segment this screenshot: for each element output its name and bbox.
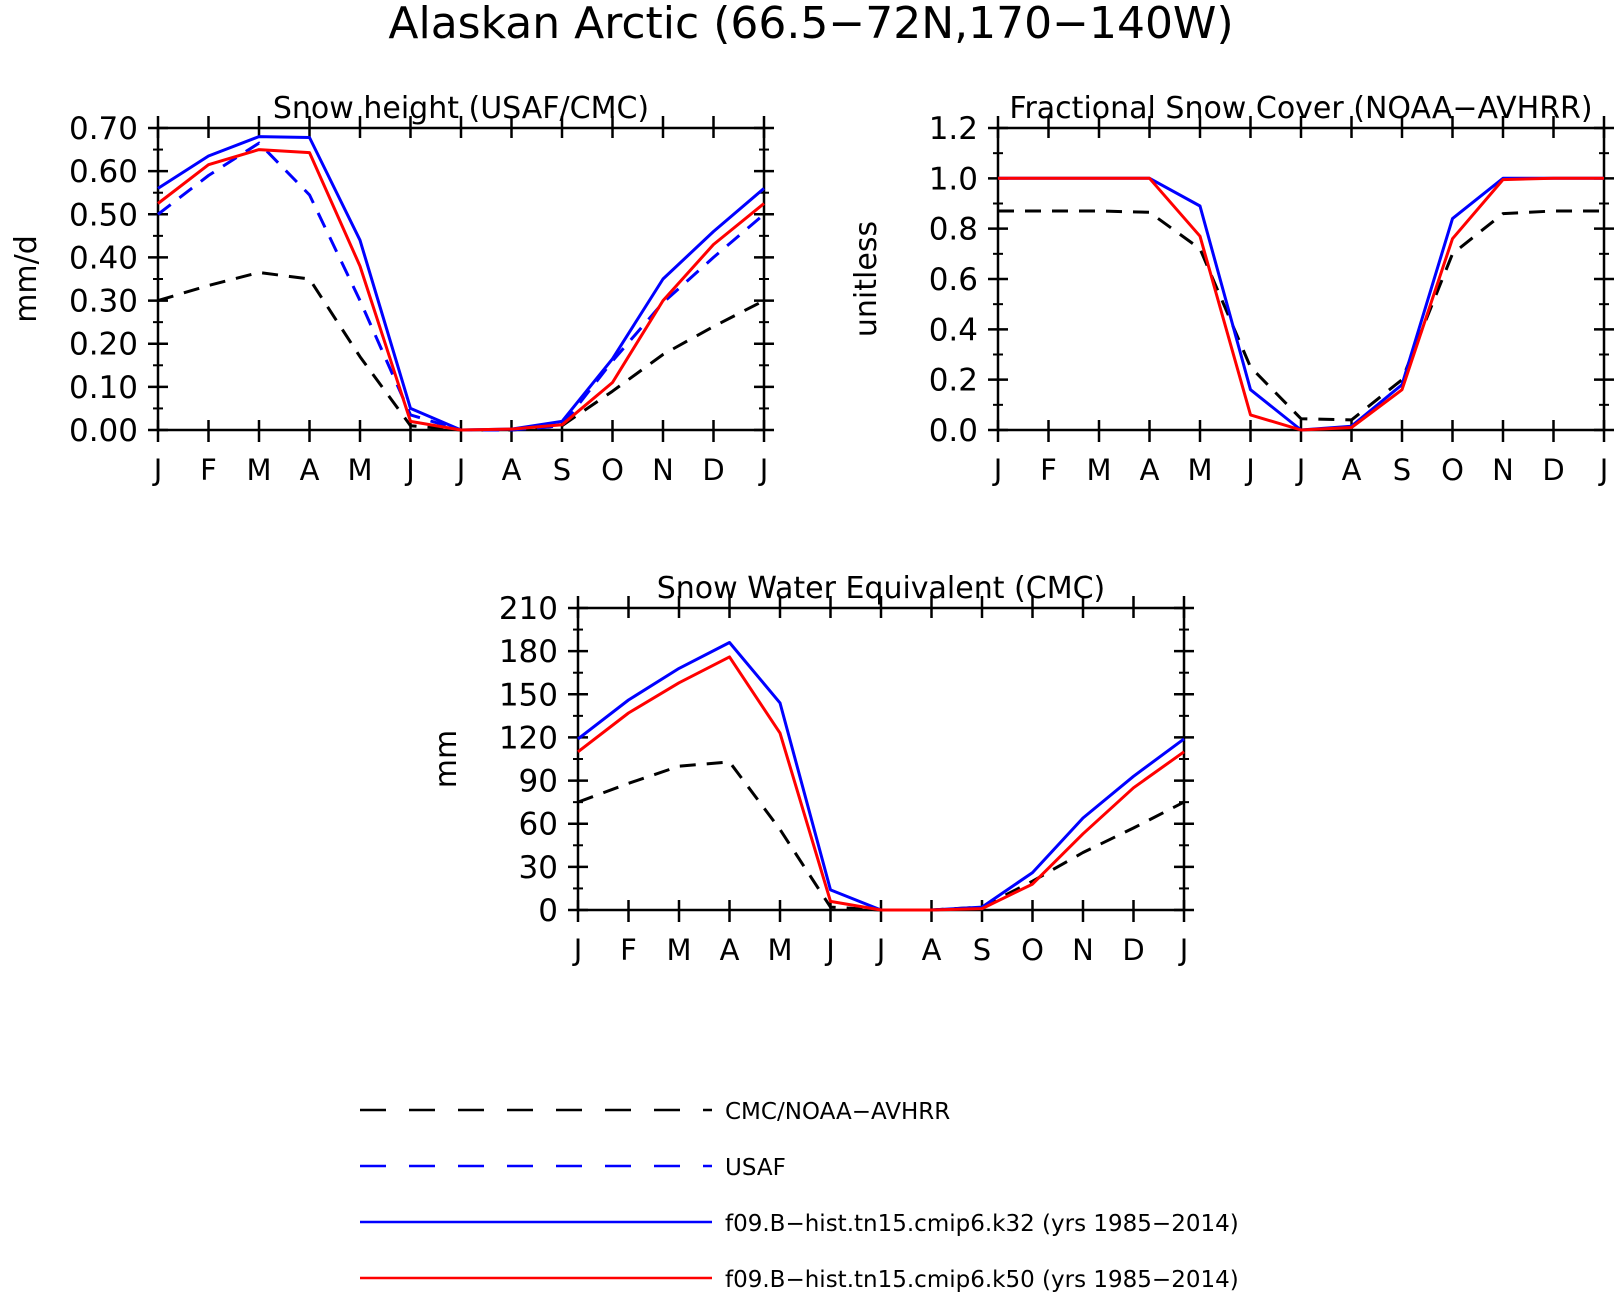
swe-xtick-label: J xyxy=(824,933,835,967)
snow-height-frame xyxy=(156,126,766,432)
swe-xtick-label: A xyxy=(922,933,942,967)
swe-series-k32 xyxy=(577,641,1185,912)
snow-height-series-usaf xyxy=(157,141,765,432)
legend-label-usaf: USAF xyxy=(725,1155,786,1181)
snow-cover-xtick-label: J xyxy=(1244,453,1255,487)
snow-cover-frame xyxy=(996,126,1606,432)
swe-xtick-label: J xyxy=(875,933,886,967)
swe-xtick-label: N xyxy=(1072,933,1094,967)
snow-cover-xtick-label: M xyxy=(1086,453,1111,487)
swe-frame xyxy=(576,606,1186,912)
swe-ytick-label: 150 xyxy=(499,677,558,713)
snow-height-series-k32 xyxy=(157,135,765,432)
snow-height-ytick-label: 0.00 xyxy=(69,413,138,449)
snow-height-ytick-label: 0.30 xyxy=(69,284,138,320)
legend: CMC/NOAA−AVHRR USAF f09.B−hist.tn15.cmip6.… xyxy=(360,1099,1239,1293)
snow-height-ytick-label: 0.40 xyxy=(69,240,138,276)
swe-xtick-label: O xyxy=(1021,933,1044,967)
snow-height-ytick-label: 0.70 xyxy=(69,111,138,147)
swe-series-k50 xyxy=(577,655,1185,912)
swe-xtick-label: J xyxy=(1178,933,1189,967)
swe-panel: Snow Water Equivalent (CMC)mm03060901201… xyxy=(429,571,1194,967)
swe-ylabel: mm xyxy=(429,730,464,788)
snow-height-ytick-label: 0.20 xyxy=(69,327,138,363)
snow-cover-ytick-label: 0.2 xyxy=(929,363,978,399)
swe-ytick-label: 180 xyxy=(499,634,558,670)
snow-cover-xtick-label: A xyxy=(1342,453,1362,487)
swe-series-obs xyxy=(577,760,1185,912)
swe-xtick-label: J xyxy=(572,933,583,967)
snow-cover-series-obs xyxy=(998,209,1604,422)
snow-cover-ytick-label: 1.0 xyxy=(929,161,978,197)
snow-cover-xtick-label: F xyxy=(1040,453,1057,487)
legend-label-k50: f09.B−hist.tn15.cmip6.k50 (yrs 1985−2014… xyxy=(725,1267,1239,1293)
snow-height-xtick-label: D xyxy=(702,453,724,487)
snow-cover-xtick-label: J xyxy=(992,453,1003,487)
snow-cover-xtick-label: A xyxy=(1140,453,1160,487)
snow-height-panel: Snow height (USAF/CMC)mm/d0.000.100.200.… xyxy=(9,91,774,487)
snow-cover-ytick-label: 0.6 xyxy=(929,262,978,298)
snow-cover-xtick-label: D xyxy=(1542,453,1564,487)
snow-cover-xtick-label: O xyxy=(1441,453,1464,487)
snow-cover-xtick-label: J xyxy=(1295,453,1306,487)
snow-height-xtick-label: F xyxy=(200,453,217,487)
snow-height-xtick-label: J xyxy=(404,453,415,487)
snow-height-ytick-label: 0.60 xyxy=(69,154,138,190)
snow-height-xtick-label: N xyxy=(652,453,674,487)
snow-cover-series-k32 xyxy=(998,176,1604,432)
snow-height-series-k50 xyxy=(157,148,765,432)
snow-height-series-obs xyxy=(157,271,765,432)
snow-height-xtick-label: J xyxy=(152,453,163,487)
snow-height-xtick-label: J xyxy=(758,453,769,487)
snow-cover-xtick-label: S xyxy=(1393,453,1411,487)
swe-ytick-label: 0 xyxy=(538,893,558,929)
snow-cover-ytick-label: 0.8 xyxy=(929,212,978,248)
swe-xtick-label: M xyxy=(666,933,691,967)
swe-ytick-label: 30 xyxy=(519,850,558,886)
snow-height-xtick-label: M xyxy=(246,453,271,487)
snow-cover-panel: Fractional Snow Cover (NOAA−AVHRR)unitle… xyxy=(849,91,1614,487)
swe-xtick-label: F xyxy=(620,933,637,967)
snow-cover-ytick-label: 1.2 xyxy=(929,111,978,147)
snow-cover-series-k50 xyxy=(998,176,1604,432)
snow-cover-ylabel: unitless xyxy=(849,221,884,337)
figure-title: Alaskan Arctic (66.5−72N,170−140W) xyxy=(388,0,1233,49)
swe-ytick-label: 90 xyxy=(519,764,558,800)
snow-cover-xtick-label: M xyxy=(1187,453,1212,487)
snow-cover-xtick-label: J xyxy=(1598,453,1609,487)
snow-height-xtick-label: S xyxy=(553,453,571,487)
snow-height-xtick-label: M xyxy=(347,453,372,487)
snow-height-ylabel: mm/d xyxy=(9,235,44,323)
swe-xtick-label: D xyxy=(1122,933,1144,967)
snow-height-ytick-label: 0.10 xyxy=(69,370,138,406)
swe-ytick-label: 210 xyxy=(499,591,558,627)
legend-label-obs: CMC/NOAA−AVHRR xyxy=(725,1099,950,1125)
snow-height-xtick-label: A xyxy=(300,453,320,487)
snow-cover-xtick-label: N xyxy=(1492,453,1514,487)
swe-ytick-label: 60 xyxy=(519,807,558,843)
snow-height-ytick-label: 0.50 xyxy=(69,197,138,233)
swe-xtick-label: M xyxy=(767,933,792,967)
legend-label-k32: f09.B−hist.tn15.cmip6.k32 (yrs 1985−2014… xyxy=(725,1211,1239,1237)
swe-xtick-label: S xyxy=(973,933,991,967)
snow-height-xtick-label: A xyxy=(502,453,522,487)
snow-cover-ytick-label: 0.4 xyxy=(929,312,978,348)
chart-panels: Snow height (USAF/CMC)mm/d0.000.100.200.… xyxy=(9,91,1614,967)
snow-height-xtick-label: O xyxy=(601,453,624,487)
swe-xtick-label: A xyxy=(720,933,740,967)
snow-cover-ytick-label: 0.0 xyxy=(929,413,978,449)
swe-ytick-label: 120 xyxy=(499,720,558,756)
snow-height-xtick-label: J xyxy=(455,453,466,487)
